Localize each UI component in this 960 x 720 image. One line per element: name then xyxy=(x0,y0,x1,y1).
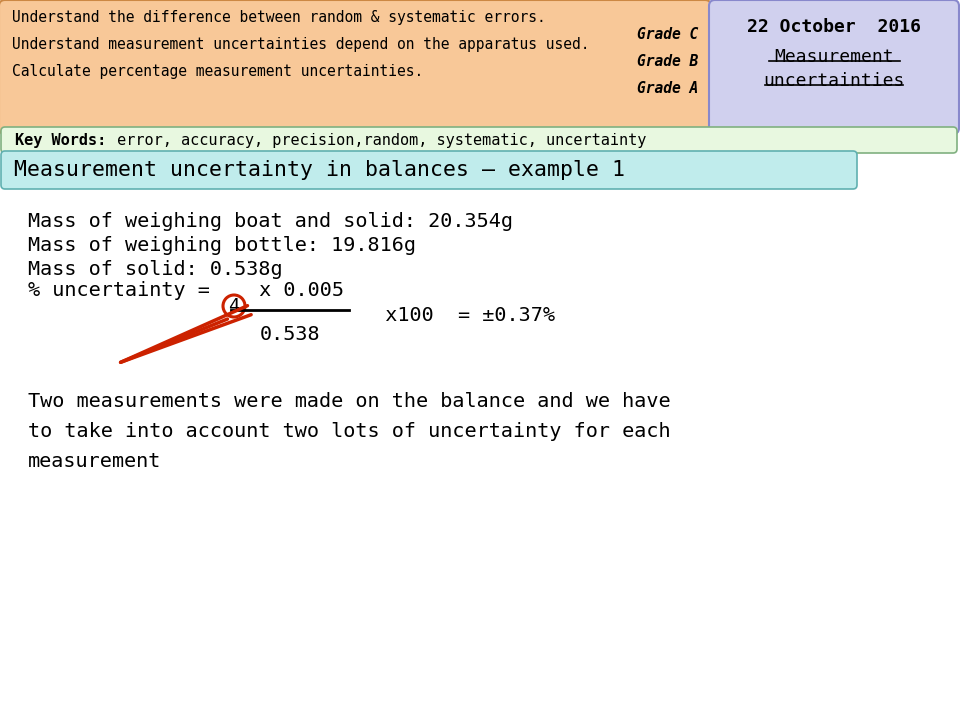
Text: uncertainties: uncertainties xyxy=(763,72,904,90)
Text: Mass of solid: 0.538g: Mass of solid: 0.538g xyxy=(28,260,282,279)
Text: 4: 4 xyxy=(228,297,240,315)
Text: 0.538: 0.538 xyxy=(260,325,321,344)
Text: x100  = ±0.37%: x100 = ±0.37% xyxy=(361,306,555,325)
Text: Understand the difference between random & systematic errors.: Understand the difference between random… xyxy=(12,10,545,25)
FancyBboxPatch shape xyxy=(1,127,957,153)
FancyBboxPatch shape xyxy=(0,0,711,134)
Text: Grade A: Grade A xyxy=(636,81,698,96)
FancyBboxPatch shape xyxy=(1,151,857,189)
Text: Mass of weighing bottle: 19.816g: Mass of weighing bottle: 19.816g xyxy=(28,236,416,255)
FancyBboxPatch shape xyxy=(709,0,959,134)
Text: Mass of weighing boat and solid: 20.354g: Mass of weighing boat and solid: 20.354g xyxy=(28,212,513,231)
Text: error, accuracy, precision,random, systematic, uncertainty: error, accuracy, precision,random, syste… xyxy=(108,132,646,148)
Text: % uncertainty =: % uncertainty = xyxy=(28,281,222,300)
Text: x 0.005: x 0.005 xyxy=(247,281,344,300)
Text: Two measurements were made on the balance and we have: Two measurements were made on the balanc… xyxy=(28,392,671,411)
Text: Understand measurement uncertainties depend on the apparatus used.: Understand measurement uncertainties dep… xyxy=(12,37,589,52)
Text: Grade B: Grade B xyxy=(636,54,698,69)
Text: Key Words:: Key Words: xyxy=(15,132,107,148)
Text: Calculate percentage measurement uncertainties.: Calculate percentage measurement uncerta… xyxy=(12,64,423,79)
Text: measurement: measurement xyxy=(28,452,161,471)
Text: Measurement: Measurement xyxy=(774,48,894,66)
Text: to take into account two lots of uncertainty for each: to take into account two lots of uncerta… xyxy=(28,422,671,441)
Text: Grade C: Grade C xyxy=(636,27,698,42)
Text: Measurement uncertainty in balances – example 1: Measurement uncertainty in balances – ex… xyxy=(14,160,625,180)
Text: 22 October  2016: 22 October 2016 xyxy=(747,18,921,36)
